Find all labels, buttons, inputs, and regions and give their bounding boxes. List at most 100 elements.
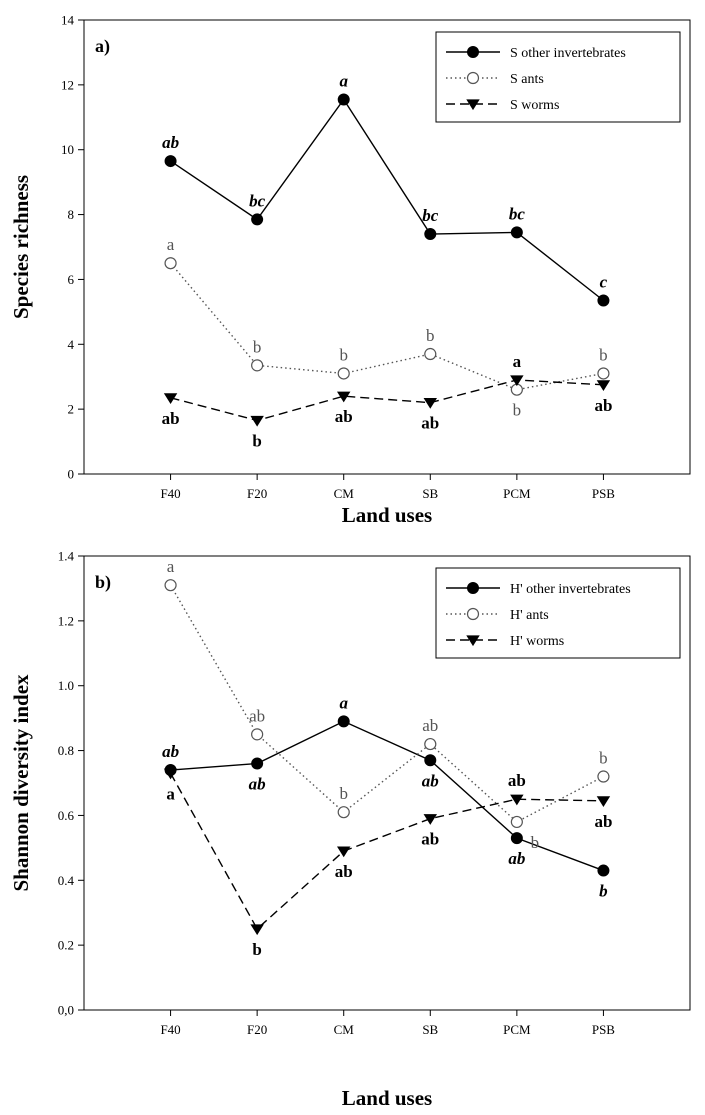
data-point-1 (251, 213, 264, 226)
data-point-3 (423, 814, 438, 825)
chart-panel-2: 0,0 0.2 0.4 0.6 0.8 1.0 1.2 1.4 F40 F20 CM SB PCM PSB… (9, 549, 691, 1110)
y-tick-label: 8 (68, 207, 75, 222)
data-label: ab (508, 849, 525, 868)
legend-entry: S ants (510, 72, 544, 87)
data-label: b (339, 345, 348, 364)
data-label: b (599, 882, 608, 901)
data-label: ab (162, 409, 180, 428)
data-point-3 (250, 924, 264, 936)
legend-marker (466, 99, 480, 111)
y-tick-label: 4 (68, 337, 75, 352)
panel-label: b) (95, 572, 111, 593)
data-point-3 (163, 768, 178, 780)
y-tick-label: 2 (68, 402, 75, 417)
data-label: b (531, 833, 540, 852)
data-label: ab (508, 771, 526, 790)
data-label: b (599, 749, 608, 768)
legend: H' other invertebrates H' ants H' worms (435, 567, 681, 659)
y-tick-label: 6 (68, 272, 75, 287)
x-axis-label: Land uses (342, 1086, 432, 1110)
data-point-1 (597, 294, 610, 307)
series-line-2 (170, 262, 604, 391)
legend-marker (467, 582, 479, 594)
data-point-3 (596, 796, 611, 807)
panel-label: a) (95, 36, 110, 57)
y-tick-label: 0.6 (58, 808, 75, 823)
data-label: bc (509, 204, 526, 223)
data-point-3 (510, 375, 524, 387)
data-label: ab (421, 414, 439, 433)
y-axis-label: Species richness (9, 175, 33, 319)
data-label: a (166, 784, 175, 803)
data-point-2 (251, 728, 264, 741)
x-tick-label: F40 (160, 486, 180, 501)
legend-entry: S other invertebrates (510, 46, 626, 61)
data-point-1 (510, 832, 523, 845)
data-point-2 (597, 367, 610, 380)
x-axis-label: Land uses (342, 503, 432, 527)
y-tick-label: 0.4 (58, 873, 75, 888)
legend-entry: H' other invertebrates (510, 582, 631, 597)
x-tick-label: CM (334, 486, 355, 501)
data-point-1 (424, 228, 437, 241)
plot-frame (83, 19, 691, 475)
x-tick-label: PCM (503, 486, 531, 501)
x-tick-label: F20 (247, 486, 267, 501)
data-label: c (600, 273, 608, 292)
data-label: a (513, 352, 522, 371)
data-label: a (167, 235, 175, 254)
plot-frame (83, 555, 691, 1011)
data-label: ab (162, 742, 179, 761)
y-tick-label: 12 (61, 77, 74, 92)
legend-marker (466, 635, 480, 647)
series-line-3 (169, 772, 604, 931)
data-label: b (253, 337, 262, 356)
y-tick-label: 1.4 (58, 549, 75, 564)
x-tick-label: PSB (592, 1022, 615, 1037)
data-point-2 (164, 579, 177, 592)
x-tick-label: PCM (503, 1022, 531, 1037)
data-label: b (599, 345, 608, 364)
data-label: b (426, 326, 435, 345)
data-label: ab (422, 771, 439, 790)
data-point-3 (250, 415, 264, 427)
y-tick-label: 0,0 (58, 1003, 74, 1018)
data-label: bc (249, 191, 266, 210)
data-point-1 (597, 864, 610, 877)
legend-entry: H' ants (510, 608, 549, 623)
y-axis-label: Shannon diversity index (9, 674, 33, 892)
y-tick-label: 14 (61, 13, 75, 28)
data-label: ab (335, 862, 353, 881)
data-point-2 (164, 257, 177, 270)
data-point-2 (597, 770, 610, 783)
data-label: bc (422, 206, 439, 225)
data-point-1 (424, 754, 437, 767)
data-point-2 (337, 806, 350, 819)
data-label: ab (162, 133, 179, 152)
data-point-1 (337, 715, 350, 728)
data-point-1 (510, 226, 523, 239)
data-label: ab (421, 830, 439, 849)
y-tick-label: 10 (61, 142, 74, 157)
data-point-2 (424, 347, 437, 361)
data-label: b (252, 940, 261, 959)
legend-marker (466, 607, 480, 621)
data-label: b (513, 401, 522, 420)
x-tick-label: F40 (160, 1022, 180, 1037)
data-point-2 (251, 359, 264, 372)
data-point-3 (423, 398, 438, 409)
data-label: a (339, 71, 348, 90)
data-label: a (339, 693, 348, 712)
data-point-3 (336, 391, 351, 403)
data-point-3 (163, 393, 178, 404)
data-point-1 (251, 757, 264, 770)
y-tick-label: 0 (68, 467, 75, 482)
data-point-3 (510, 794, 524, 806)
data-label: ab (422, 716, 438, 735)
legend-entry: S worms (510, 98, 559, 113)
legend: S other invertebrates S ants S worms (435, 31, 681, 123)
data-point-1 (337, 93, 350, 106)
data-label: ab (249, 775, 266, 794)
x-tick-label: F20 (247, 1022, 267, 1037)
